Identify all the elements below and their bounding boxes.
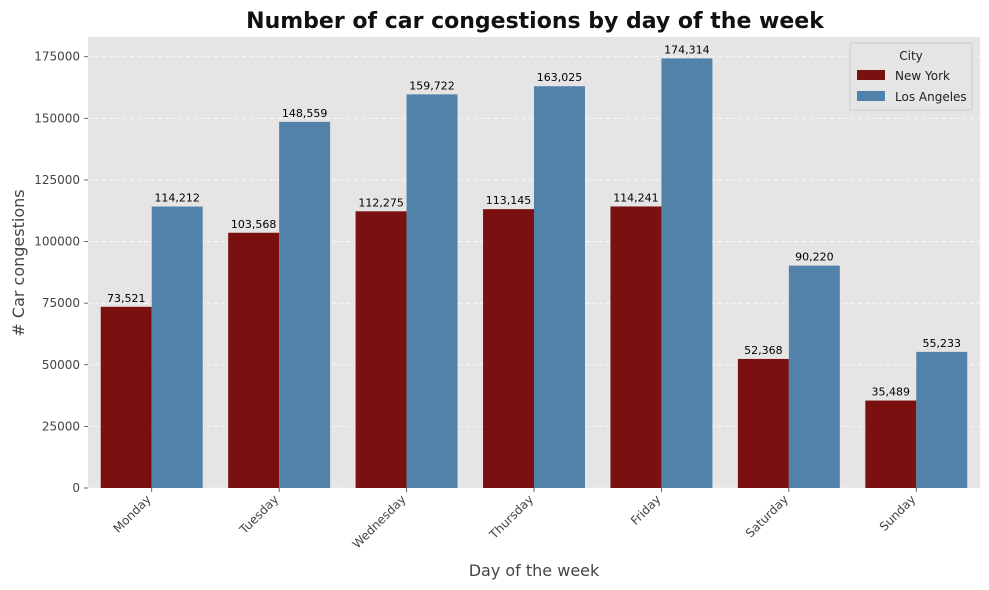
bar xyxy=(865,400,917,488)
x-tick-label: Monday xyxy=(110,492,153,535)
y-axis: 0 25000 50000 75000 100000 125000 150000 175000 xyxy=(34,50,88,495)
bar-value-label: 52,368 xyxy=(744,344,783,357)
bar xyxy=(661,58,713,488)
bar-value-label: 114,212 xyxy=(154,192,200,205)
bar xyxy=(355,211,407,488)
bar-value-label: 55,233 xyxy=(923,337,962,350)
bar-value-label: 148,559 xyxy=(282,107,328,120)
bar-value-label: 90,220 xyxy=(795,251,834,264)
bars: 73,521 114,212 103,568 148,559 112,275 159,72… xyxy=(100,43,968,489)
bar-value-label: 73,521 xyxy=(107,292,146,305)
legend: City New York Los Angeles xyxy=(849,42,973,111)
bar-value-label: 35,489 xyxy=(872,386,911,399)
y-tick-label: 75000 xyxy=(42,296,80,310)
legend-title: City xyxy=(899,49,923,63)
x-tick-label: Tuesday xyxy=(236,492,281,537)
bar xyxy=(228,232,280,488)
legend-swatch xyxy=(857,70,885,80)
x-tick-label: Thursday xyxy=(486,492,536,542)
bar xyxy=(534,86,585,489)
x-tick-label: Sunday xyxy=(877,492,919,534)
y-tick-label: 150000 xyxy=(34,111,80,125)
bar xyxy=(737,358,789,488)
x-tick-label: Wednesday xyxy=(350,492,409,551)
bar-value-label: 163,025 xyxy=(537,71,583,84)
bar-value-label: 103,568 xyxy=(231,218,277,231)
x-tick-label: Saturday xyxy=(743,492,791,540)
y-tick-label: 175000 xyxy=(34,50,80,64)
bar xyxy=(916,351,968,488)
y-tick-label: 100000 xyxy=(34,235,80,249)
legend-swatch xyxy=(857,91,885,101)
chart-title: Number of car congestions by day of the … xyxy=(246,9,825,34)
bar xyxy=(406,94,458,488)
x-axis-label: Day of the week xyxy=(469,561,600,580)
y-tick-label: 125000 xyxy=(34,173,80,187)
bar-value-label: 112,275 xyxy=(358,196,404,209)
y-tick-label: 25000 xyxy=(42,419,80,433)
bar xyxy=(483,209,534,488)
y-tick-label: 0 xyxy=(72,481,80,495)
y-axis-label: # Car congestions xyxy=(9,189,28,336)
bar xyxy=(100,306,152,488)
bar-value-label: 114,241 xyxy=(613,191,659,204)
legend-label: New York xyxy=(895,69,950,83)
bar xyxy=(151,206,203,488)
bar xyxy=(279,121,331,489)
bar xyxy=(788,265,840,488)
x-axis: Monday Tuesday Wednesday Thursday Friday Satu… xyxy=(110,488,918,551)
bar xyxy=(610,206,662,488)
bar-value-label: 113,145 xyxy=(486,194,532,207)
legend-label: Los Angeles xyxy=(895,90,967,104)
bar-value-label: 174,314 xyxy=(664,43,710,56)
x-tick-label: Friday xyxy=(628,492,664,528)
bar-value-label: 159,722 xyxy=(409,79,455,92)
y-tick-label: 50000 xyxy=(42,358,80,372)
